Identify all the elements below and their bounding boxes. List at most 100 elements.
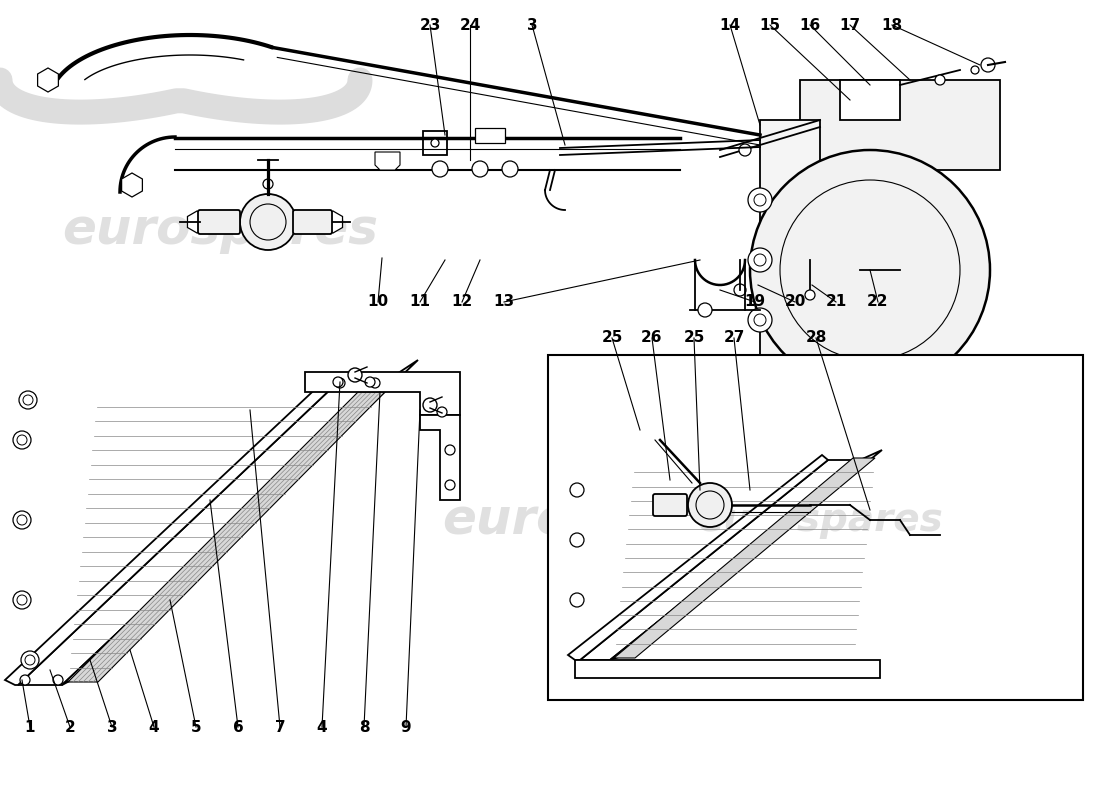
Text: 16: 16 (800, 18, 821, 33)
Circle shape (739, 144, 751, 156)
Circle shape (486, 131, 494, 139)
FancyBboxPatch shape (548, 355, 1084, 700)
Text: 4: 4 (317, 719, 328, 734)
Circle shape (734, 284, 746, 296)
Circle shape (570, 533, 584, 547)
Circle shape (578, 665, 588, 675)
Circle shape (502, 161, 518, 177)
Text: 24: 24 (460, 18, 481, 33)
Polygon shape (6, 380, 336, 685)
Polygon shape (68, 392, 385, 682)
Circle shape (472, 161, 488, 177)
Circle shape (688, 483, 732, 527)
Bar (424, 131, 447, 155)
Text: eurospares: eurospares (697, 501, 943, 539)
Polygon shape (580, 460, 860, 660)
Text: 4: 4 (148, 719, 159, 734)
Circle shape (13, 431, 31, 449)
Circle shape (971, 66, 979, 74)
Circle shape (865, 665, 874, 675)
Circle shape (785, 504, 795, 514)
Text: 11: 11 (409, 294, 430, 310)
Text: 6: 6 (232, 719, 243, 734)
Text: 28: 28 (805, 330, 827, 346)
Circle shape (263, 179, 273, 189)
Text: 17: 17 (839, 18, 860, 33)
Polygon shape (644, 496, 659, 514)
Polygon shape (800, 80, 1000, 170)
Circle shape (935, 75, 945, 85)
Text: 18: 18 (881, 18, 903, 33)
Circle shape (748, 248, 772, 272)
Polygon shape (475, 128, 505, 143)
Circle shape (240, 194, 296, 250)
Text: 23: 23 (419, 18, 441, 33)
Circle shape (570, 593, 584, 607)
Circle shape (981, 58, 996, 72)
Circle shape (333, 377, 343, 387)
Polygon shape (840, 80, 900, 120)
Circle shape (570, 483, 584, 497)
Circle shape (432, 161, 448, 177)
Circle shape (754, 503, 766, 515)
Circle shape (19, 391, 37, 409)
Circle shape (750, 150, 990, 390)
Polygon shape (610, 450, 882, 660)
Text: 27: 27 (724, 330, 745, 346)
Circle shape (698, 303, 712, 317)
FancyBboxPatch shape (293, 210, 332, 234)
Text: 19: 19 (745, 294, 766, 310)
Polygon shape (37, 68, 58, 92)
Circle shape (424, 398, 437, 412)
Text: 7: 7 (275, 719, 285, 734)
Text: 20: 20 (784, 294, 805, 310)
Circle shape (437, 407, 447, 417)
Circle shape (748, 308, 772, 332)
Circle shape (21, 651, 38, 669)
Text: 3: 3 (527, 18, 537, 33)
Polygon shape (62, 360, 418, 685)
Polygon shape (420, 415, 460, 500)
Text: 26: 26 (641, 330, 662, 346)
Polygon shape (187, 211, 207, 233)
Circle shape (13, 591, 31, 609)
Text: 13: 13 (494, 294, 515, 310)
Text: 5: 5 (190, 719, 201, 734)
Circle shape (446, 445, 455, 455)
Text: eurospares: eurospares (442, 496, 758, 544)
Polygon shape (575, 660, 880, 678)
Text: 3: 3 (107, 719, 118, 734)
Text: 12: 12 (451, 294, 473, 310)
Circle shape (370, 378, 379, 388)
Text: 10: 10 (367, 294, 388, 310)
Text: 25: 25 (602, 330, 623, 346)
Circle shape (820, 500, 830, 510)
Circle shape (578, 455, 588, 465)
Polygon shape (122, 173, 142, 197)
Polygon shape (323, 211, 342, 233)
Text: 14: 14 (719, 18, 740, 33)
Polygon shape (305, 372, 460, 415)
Text: 1: 1 (24, 719, 35, 734)
Polygon shape (375, 152, 400, 170)
Circle shape (20, 675, 30, 685)
Circle shape (805, 290, 815, 300)
Circle shape (431, 139, 439, 147)
Circle shape (53, 675, 63, 685)
Text: eurospares: eurospares (62, 206, 378, 254)
Circle shape (865, 455, 874, 465)
Circle shape (13, 511, 31, 529)
Circle shape (446, 480, 455, 490)
Text: 8: 8 (359, 719, 370, 734)
Polygon shape (760, 120, 820, 380)
Polygon shape (614, 458, 874, 658)
Text: 15: 15 (759, 18, 781, 33)
Circle shape (748, 188, 772, 212)
FancyBboxPatch shape (653, 494, 688, 516)
Circle shape (336, 378, 345, 388)
Polygon shape (568, 455, 828, 660)
Text: 9: 9 (400, 719, 411, 734)
Text: 22: 22 (867, 294, 889, 310)
Circle shape (365, 377, 375, 387)
Polygon shape (18, 385, 380, 685)
